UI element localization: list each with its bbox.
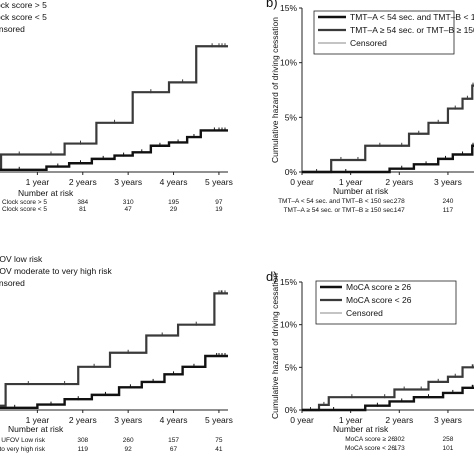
panel-b-y-tick-label: 0% xyxy=(285,167,298,177)
panel-b-legend-label: Censored xyxy=(350,38,387,48)
panel-c-x-tick-label: 4 years xyxy=(160,415,188,425)
panel-b-risk-value: 240 xyxy=(443,198,454,205)
panel-d-risk-value: 101 xyxy=(443,445,454,452)
panel-b-x-tick-label: 3 years xyxy=(434,177,462,187)
panel-a-x-tick-label: 1 year xyxy=(26,177,50,187)
panel-d-legend-label: MoCA score ≥ 26 xyxy=(346,282,411,292)
panel-c-risk-value: 75 xyxy=(215,437,223,444)
panel-a-risk-value: 81 xyxy=(79,206,87,213)
panel-a-legend-label: Censored xyxy=(0,24,25,34)
panel-c-risk-value: 119 xyxy=(78,446,89,453)
panel-b-risk-value: 117 xyxy=(443,207,454,214)
panel-b-y-tick-label: 5% xyxy=(285,112,298,122)
panel-a-risk-row-label: Clock score < 5 xyxy=(2,206,47,213)
panel-a-x-tick-label: 5 years xyxy=(205,177,233,187)
panel-d-y-tick-label: 10% xyxy=(280,320,297,330)
panel-c-risk-row-label: UFOV moderate to very high risk xyxy=(0,446,46,453)
panel-d-series-2-line xyxy=(302,386,474,412)
panel-a-legend-label: Clock score > 5 xyxy=(0,0,47,10)
panel-a-risk-value: 97 xyxy=(215,199,223,206)
panel-b-risk-value: 278 xyxy=(394,198,405,205)
panel-a-risk-value: 19 xyxy=(215,206,223,213)
panel-d-y-tick-label: 0% xyxy=(285,405,298,415)
panel-c-risk-value: 308 xyxy=(77,437,88,444)
panel-d-x-tick-label: 3 years xyxy=(434,415,462,425)
panel-d-risk-value: 258 xyxy=(443,436,454,443)
panel-a-x-tick-label: 2 years xyxy=(69,177,97,187)
panel-a-risk-row-label: Clock score > 5 xyxy=(2,199,47,206)
panel-d-risk-title: Number at risk xyxy=(333,424,389,434)
panel-c-risk-title: Number at risk xyxy=(8,424,64,434)
panel-d-risk-row-label: MoCA score ≥ 26 xyxy=(345,436,395,443)
panel-d-legend-label: Censored xyxy=(346,308,383,318)
panel-b-risk-row-label: TMT–A ≥ 54 sec. or TMT–B ≥ 150 sec. xyxy=(284,207,396,214)
panel-c-x-tick-label: 1 year xyxy=(26,415,50,425)
panel-b-x-tick-label: 2 years xyxy=(385,177,413,187)
panel-d-x-tick-label: 0 year xyxy=(290,415,314,425)
panel-c-risk-row-label: UFOV Low risk xyxy=(1,437,45,444)
panel-b-series-2-line xyxy=(302,144,474,174)
panel-b-y-tick-label: 10% xyxy=(280,58,297,68)
panel-c-x-tick-label: 3 years xyxy=(114,415,142,425)
panel-a-x-tick-label: 4 years xyxy=(160,177,188,187)
panel-d-x-tick-label: 2 years xyxy=(385,415,413,425)
panel-a-series-1-line xyxy=(0,45,228,170)
panel-b-risk-value: 147 xyxy=(394,207,405,214)
panel-a-risk-value: 29 xyxy=(170,206,178,213)
panel-d-panel-label: d) xyxy=(266,269,278,284)
panel-b-legend-label: TMT–A ≥ 54 sec. or TMT–B ≥ 150 sec. xyxy=(350,25,474,35)
panel-c-risk-value: 67 xyxy=(170,446,178,453)
panel-c-x-tick-label: 2 years xyxy=(69,415,97,425)
panel-c-series-2-line xyxy=(0,354,228,410)
panel-d-x-tick-label: 1 year xyxy=(339,415,363,425)
panel-c-legend-label: Censored xyxy=(0,278,25,288)
panel-b-x-tick-label: 1 year xyxy=(339,177,363,187)
panel-a-risk-value: 310 xyxy=(123,199,134,206)
panel-c-x-tick-label: 5 years xyxy=(205,415,233,425)
panel-d-y-axis-label: Cumulative hazard of driving cessation xyxy=(270,273,280,419)
panel-d-legend-label: MoCA score < 26 xyxy=(346,295,412,305)
panel-c-risk-value: 157 xyxy=(168,437,179,444)
panel-a-legend-label: Clock score < 5 xyxy=(0,12,47,22)
panel-d-risk-value: 173 xyxy=(394,445,405,452)
panel-b-risk-row-label: TMT–A < 54 sec. and TMT–B < 150 sec. xyxy=(278,198,395,205)
panel-a-risk-value: 47 xyxy=(125,206,133,213)
panel-c-legend-label: UFOV low risk xyxy=(0,254,43,264)
panel-d-y-tick-label: 15% xyxy=(280,277,297,287)
panel-c-legend-label: UFOV moderate to very high risk xyxy=(0,266,113,276)
panel-b-risk-title: Number at risk xyxy=(333,186,389,196)
panel-b-panel-label: b) xyxy=(266,0,278,10)
panel-a-risk-value: 195 xyxy=(168,199,179,206)
panel-b-y-tick-label: 15% xyxy=(280,3,297,13)
panel-d-series-1-line xyxy=(302,366,474,412)
panel-b-y-axis-label: Cumulative hazard of driving cessation xyxy=(270,17,280,163)
panel-a-risk-title: Number at risk xyxy=(18,188,74,198)
panel-a-series-2-line xyxy=(0,129,228,172)
panel-c-risk-value: 41 xyxy=(215,446,223,453)
panel-c-series-1-line xyxy=(0,292,228,407)
panel-d-risk-value: 302 xyxy=(394,436,405,443)
panel-a-x-tick-label: 3 years xyxy=(114,177,142,187)
panel-b-legend-label: TMT–A < 54 sec. and TMT–B < 150 sec. xyxy=(350,12,474,22)
panel-a-risk-value: 384 xyxy=(77,199,88,206)
panel-c-risk-value: 260 xyxy=(123,437,134,444)
panel-b-x-tick-label: 0 year xyxy=(290,177,314,187)
panel-c-risk-value: 92 xyxy=(125,446,133,453)
panel-d-risk-row-label: MoCA score < 26 xyxy=(345,445,395,452)
panel-d-y-tick-label: 5% xyxy=(285,362,298,372)
